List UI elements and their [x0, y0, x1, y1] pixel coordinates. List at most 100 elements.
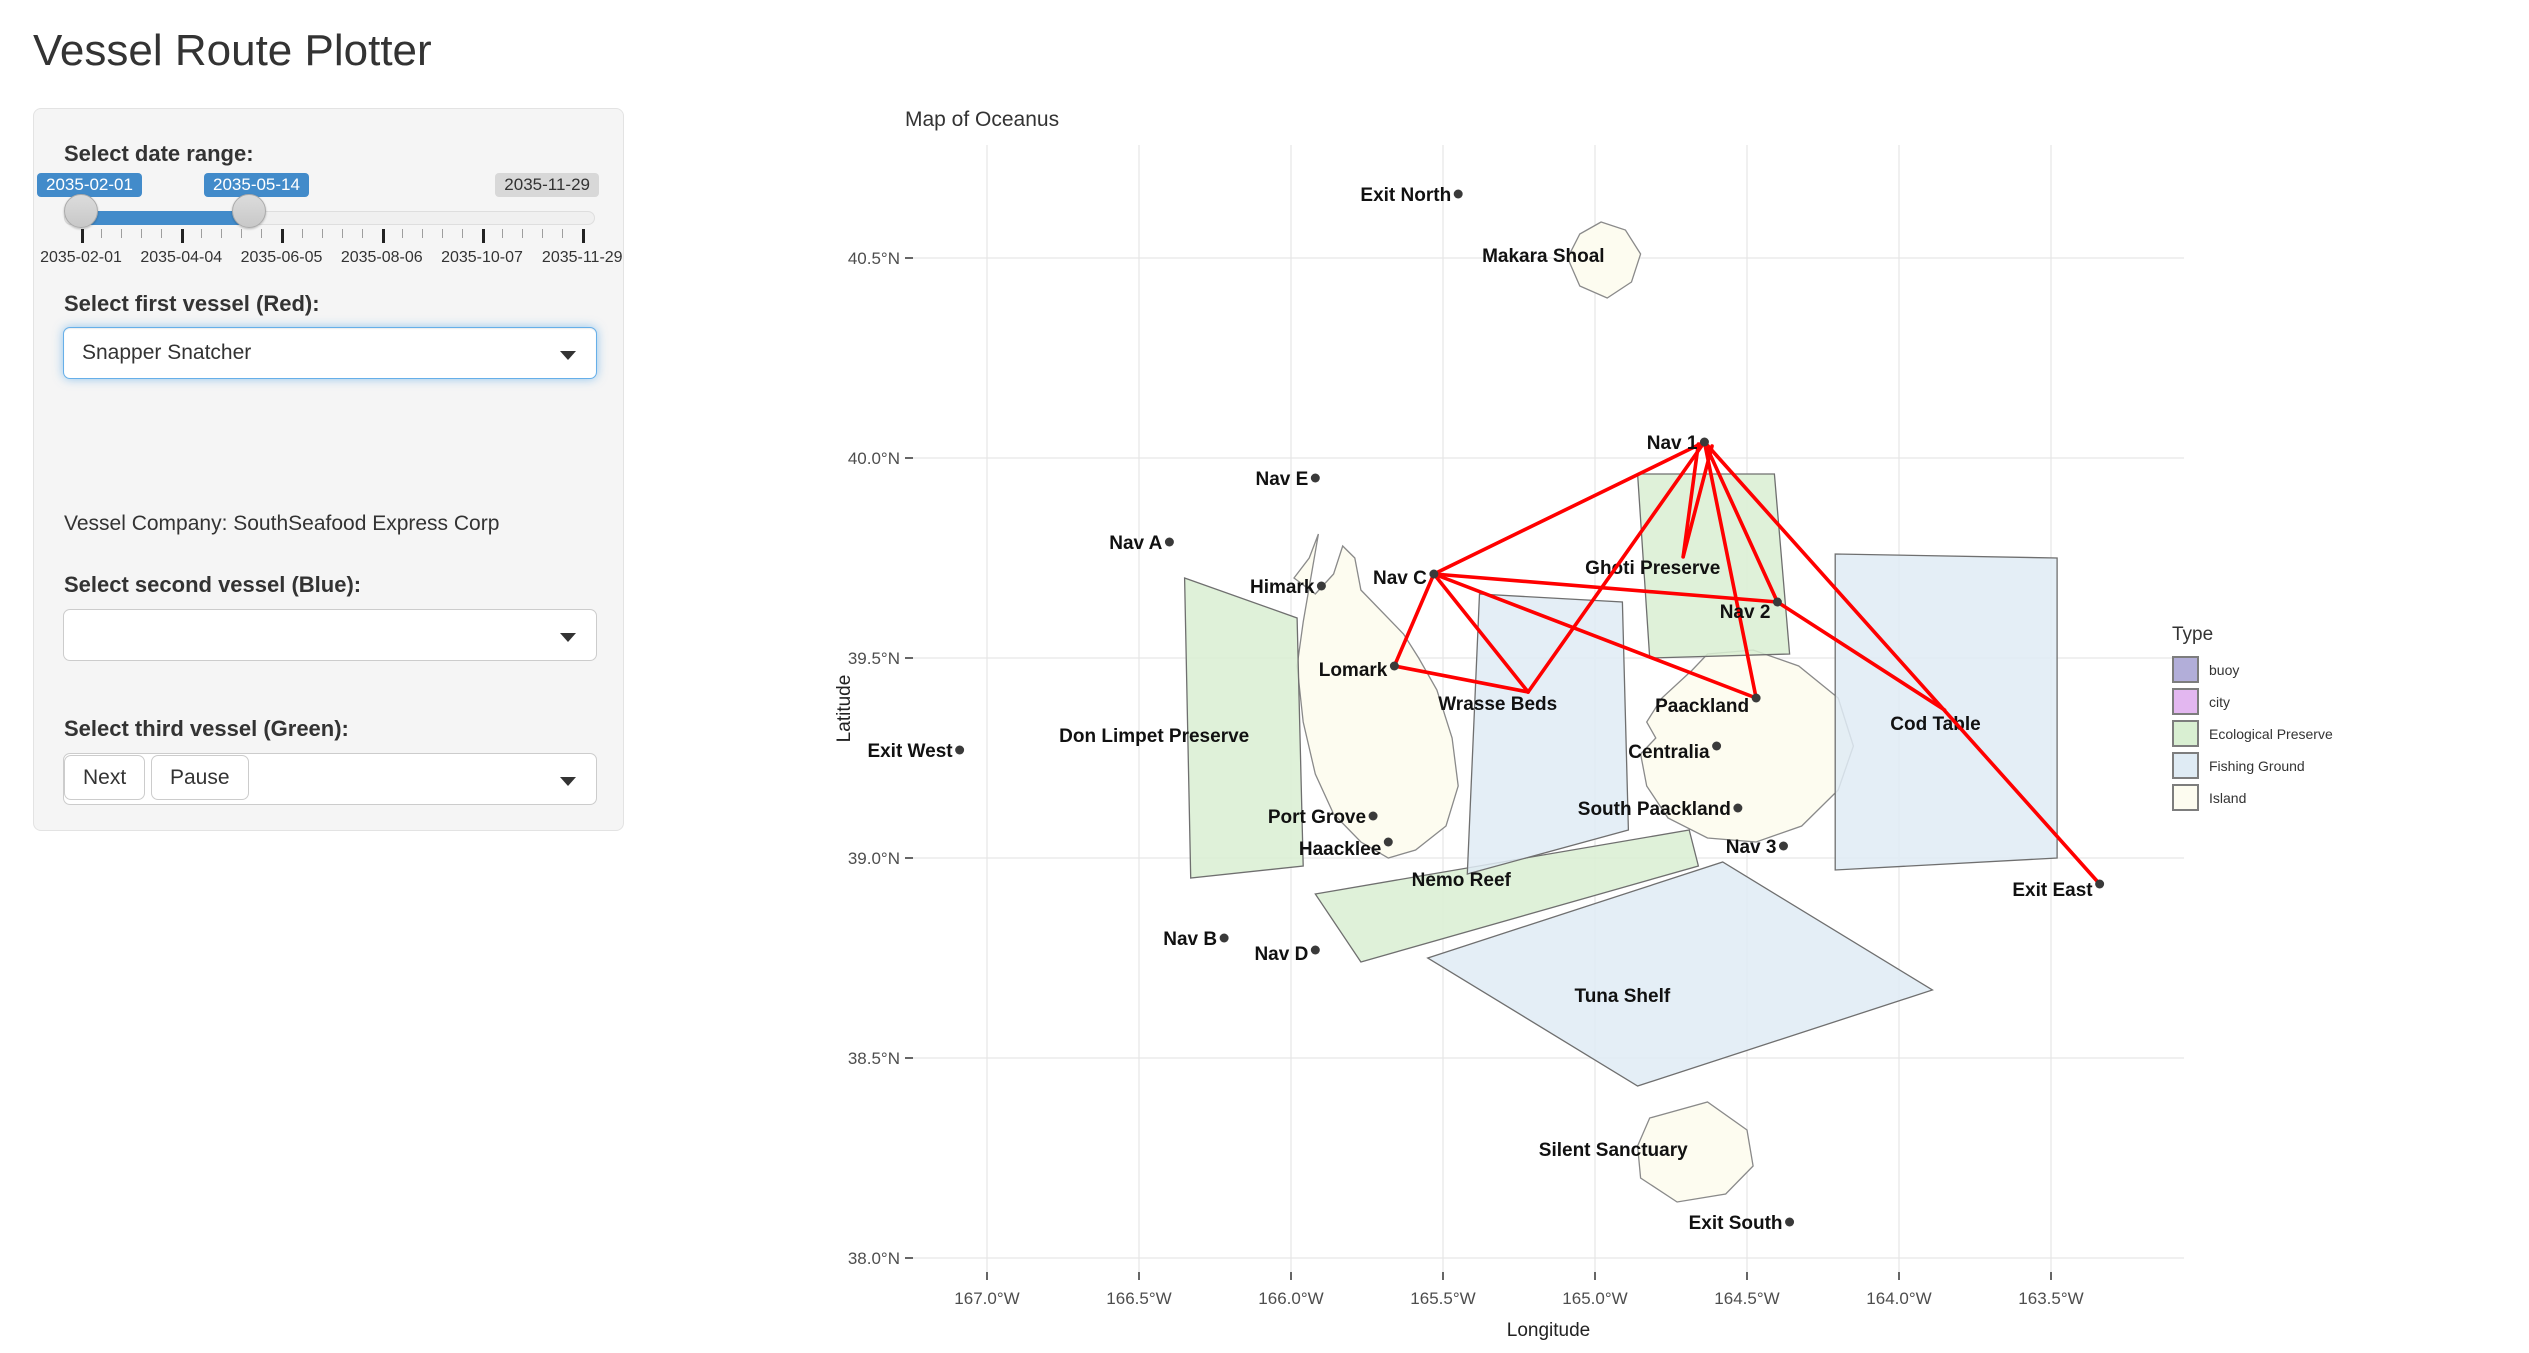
legend-item: Ecological Preserve	[2172, 720, 2333, 747]
date-range-slider[interactable]: 2035-02-01 2035-05-14 2035-11-29 2035-02…	[37, 167, 623, 287]
region-tuna-shelf	[1426, 861, 1934, 1087]
x-tick-label: 165.5°W	[1410, 1289, 1475, 1308]
vessel1-select[interactable]: Snapper Snatcher	[63, 327, 597, 379]
chevron-down-icon	[560, 777, 576, 786]
vessel3-label: Select third vessel (Green):	[64, 716, 349, 741]
point-nav-a	[1164, 537, 1174, 547]
region-nemo-reef	[1314, 829, 1700, 963]
point-label: Nav D	[1254, 944, 1308, 965]
x-tick-label: 164.5°W	[1714, 1289, 1779, 1308]
map-legend: Type buoy city Ecological Preserve Fishing …	[2172, 624, 2333, 816]
route-segment	[1432, 440, 1707, 576]
slider-grid-label: 2035-08-06	[340, 249, 423, 266]
route-segment	[1775, 600, 1947, 712]
y-tick-label: 39.5°N	[848, 649, 900, 668]
slider-grid: 2035-02-01 2035-04-04 2035-06-05 2035-08-06…	[40, 229, 623, 279]
route-segment	[1392, 572, 1436, 668]
legend-swatch	[2172, 784, 2199, 811]
point-label: Centralia	[1628, 742, 1710, 763]
point-exit-south	[1785, 1217, 1795, 1227]
oceanus-map-plot: Don Limpet Preserve Ghoti Preserve Nemo Re…	[834, 108, 2184, 1341]
route-segment	[1392, 664, 1530, 694]
island-silent-sanctuary	[1636, 1101, 1754, 1203]
point-label: Nav 3	[1726, 837, 1777, 858]
island-lomark-island	[1293, 533, 1459, 859]
point-label: Exit North	[1360, 185, 1451, 206]
region-label: Cod Table	[1890, 714, 1980, 735]
point-himark	[1316, 581, 1326, 591]
point-label: Nav A	[1109, 533, 1162, 554]
legend-swatch	[2172, 720, 2199, 747]
x-tick-label: 164.0°W	[1866, 1289, 1931, 1308]
point-lomark	[1389, 661, 1399, 671]
route-segment	[1526, 440, 1707, 694]
legend-label: buoy	[2209, 661, 2240, 678]
point-label: Port Grove	[1268, 807, 1366, 828]
island-paackland-island	[1639, 649, 1855, 843]
chevron-down-icon	[560, 351, 576, 360]
region-label: Tuna Shelf	[1575, 986, 1671, 1007]
legend-item: Fishing Ground	[2172, 752, 2333, 779]
slider-grid-label: 2035-06-05	[240, 249, 323, 266]
island-label: Silent Sanctuary	[1539, 1140, 1688, 1161]
chevron-down-icon	[560, 633, 576, 642]
legend-item: buoy	[2172, 656, 2333, 683]
slider-active-bar	[81, 211, 249, 225]
slider-to-value: 2035-05-14	[204, 173, 309, 197]
region-label: Don Limpet Preserve	[1059, 726, 1249, 747]
point-south-paackland	[1733, 803, 1743, 813]
y-tick-label: 39.0°N	[848, 849, 900, 868]
slider-handle-to[interactable]	[232, 194, 266, 228]
map-title: Map of Oceanus	[905, 108, 1059, 131]
point-nav-b	[1219, 933, 1229, 943]
vessel1-selected-value: Snapper Snatcher	[82, 341, 252, 364]
point-label: Lomark	[1319, 660, 1388, 681]
legend-item: Island	[2172, 784, 2333, 811]
region-label: Nemo Reef	[1412, 870, 1512, 891]
point-exit-west	[955, 745, 965, 755]
vessel2-select[interactable]	[63, 609, 597, 661]
legend-label: Island	[2209, 789, 2247, 806]
route-segment	[1702, 440, 1758, 700]
legend-swatch	[2172, 752, 2199, 779]
point-label: Nav 2	[1720, 602, 1771, 623]
region-don-limpet-preserve	[1183, 577, 1304, 879]
route-segment	[1702, 440, 2102, 886]
y-axis-title: Latitude	[834, 675, 855, 743]
route-segment	[1702, 440, 1780, 604]
legend-label: Fishing Ground	[2209, 757, 2305, 774]
slider-handle-from[interactable]	[64, 194, 98, 228]
point-exit-north	[1453, 189, 1463, 199]
x-axis-title: Longitude	[1507, 1320, 1590, 1341]
point-centralia	[1712, 741, 1722, 751]
point-nav-d	[1310, 945, 1320, 955]
point-exit-east	[2095, 879, 2105, 889]
point-paackland	[1751, 693, 1761, 703]
slider-max-value: 2035-11-29	[495, 173, 599, 197]
point-label: Nav 1	[1647, 433, 1698, 454]
slider-grid-label: 2035-11-29	[541, 249, 623, 266]
point-label: Nav E	[1256, 469, 1309, 490]
page-title: Vessel Route Plotter	[33, 26, 432, 75]
y-tick-label: 38.5°N	[848, 1049, 900, 1068]
route-segment	[1432, 572, 1780, 604]
next-button[interactable]: Next	[64, 755, 146, 800]
legend-swatch	[2172, 688, 2199, 715]
point-nav-1	[1699, 437, 1709, 447]
pause-button[interactable]: Pause	[151, 755, 249, 800]
point-label: Paackland	[1655, 696, 1749, 717]
x-tick-label: 167.0°W	[954, 1289, 1019, 1308]
region-label: Wrasse Beds	[1438, 694, 1557, 715]
point-nav-e	[1310, 473, 1320, 483]
x-tick-label: 163.5°W	[2018, 1289, 2083, 1308]
point-label: Nav B	[1163, 929, 1217, 950]
point-nav-2	[1772, 597, 1782, 607]
y-tick-label: 40.5°N	[848, 249, 900, 268]
y-tick-label: 40.0°N	[848, 449, 900, 468]
point-label: Himark	[1250, 577, 1315, 598]
slider-grid-label: 2035-10-07	[441, 249, 523, 266]
point-label: Exit West	[867, 741, 953, 762]
point-nav-c	[1429, 569, 1439, 579]
region-ghoti-preserve	[1636, 473, 1791, 659]
point-label: South Paackland	[1578, 799, 1731, 820]
